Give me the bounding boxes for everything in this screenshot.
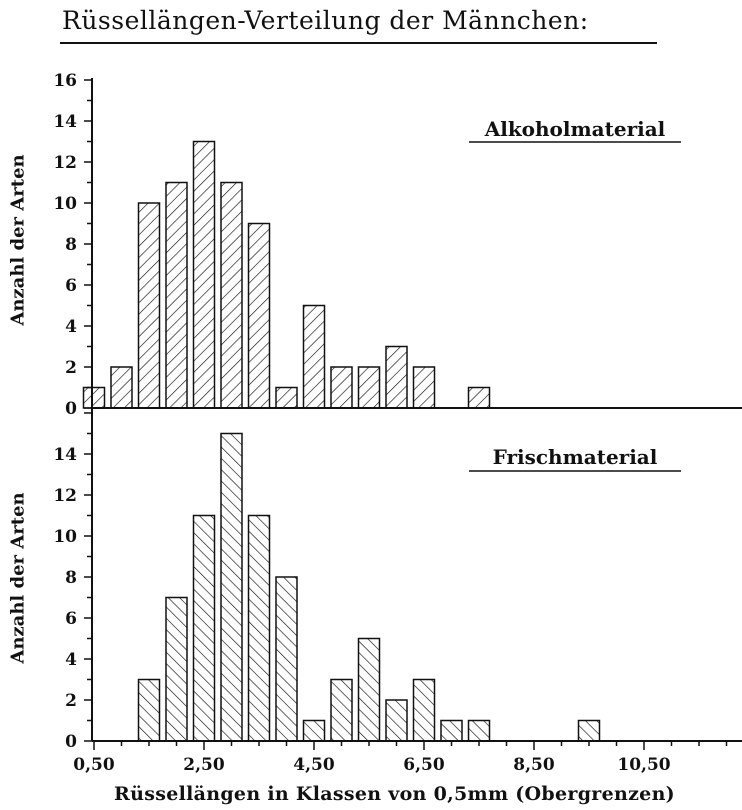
title-underline	[60, 42, 657, 44]
top-panel-label: Alkoholmaterial	[484, 117, 666, 141]
top-y-tick-label: 0	[65, 399, 77, 419]
top-bar	[137, 202, 161, 409]
top-bar	[467, 386, 491, 409]
top-bar	[302, 304, 326, 409]
bottom-bar	[275, 576, 298, 742]
top-bar	[165, 181, 188, 409]
x-tick-label: 6,50	[403, 755, 445, 775]
chart-title: Rüssellängen-Verteilung der Männchen:	[62, 6, 589, 35]
top-panel: 0 2 4 6 8 10 12 14 16 Alkoholmaterial	[53, 71, 742, 419]
bottom-y-tick-label: 6	[65, 609, 77, 629]
x-tick-label: 8,50	[513, 755, 555, 775]
x-axis-label: Rüssellängen in Klassen von 0,5mm (Oberg…	[114, 783, 675, 805]
top-bar	[385, 345, 408, 409]
bottom-y-tick-label: 0	[65, 732, 77, 752]
top-y-tick-label: 12	[53, 153, 77, 173]
top-y-tick-label: 8	[65, 235, 77, 255]
top-y-tick-label: 2	[65, 358, 77, 378]
bottom-bar	[412, 678, 436, 742]
top-bar	[247, 222, 271, 409]
bottom-bar	[192, 514, 216, 742]
bottom-y-tick-label: 2	[65, 691, 77, 711]
top-bar	[82, 386, 106, 409]
bottom-bar	[137, 678, 161, 742]
bottom-bar	[302, 719, 326, 742]
top-bar	[220, 181, 243, 409]
bottom-bar	[440, 719, 463, 742]
top-y-tick-label: 14	[53, 112, 77, 132]
bottom-bar	[165, 596, 188, 742]
bottom-y-tick-label: 14	[53, 445, 77, 465]
top-y-tick-label: 16	[53, 71, 77, 91]
top-bar	[412, 366, 436, 409]
top-bar	[275, 386, 298, 409]
bottom-y-tick-label: 12	[53, 486, 77, 506]
top-bar	[357, 366, 381, 409]
x-tick-label: 0,50	[73, 755, 115, 775]
bottom-bar	[467, 719, 491, 742]
bottom-y-tick-label: 4	[65, 650, 77, 670]
bottom-bar	[385, 699, 408, 742]
x-tick-label: 4,50	[293, 755, 335, 775]
bottom-bar	[357, 637, 381, 742]
top-bar	[330, 366, 353, 409]
bottom-y-tick-label: 10	[53, 527, 77, 547]
bottom-bar	[247, 514, 271, 742]
top-y-tick-label: 6	[65, 276, 77, 296]
bottom-panel-label: Frischmaterial	[493, 445, 658, 469]
bottom-bar	[220, 432, 243, 742]
x-tick-label: 10,50	[617, 755, 670, 775]
bottom-panel: 0 2 4 6 8 10 12 14 Frischmaterial 0,50 2,50 4,50 6,5…	[53, 408, 742, 775]
top-y-tick-label: 4	[65, 317, 77, 337]
x-tick-label: 2,50	[183, 755, 225, 775]
bottom-bar	[330, 678, 353, 742]
top-bar	[192, 140, 216, 409]
top-bar	[110, 366, 133, 409]
bottom-bar	[577, 719, 601, 742]
bottom-y-tick-label: 8	[65, 568, 77, 588]
top-y-tick-label: 10	[53, 194, 77, 214]
